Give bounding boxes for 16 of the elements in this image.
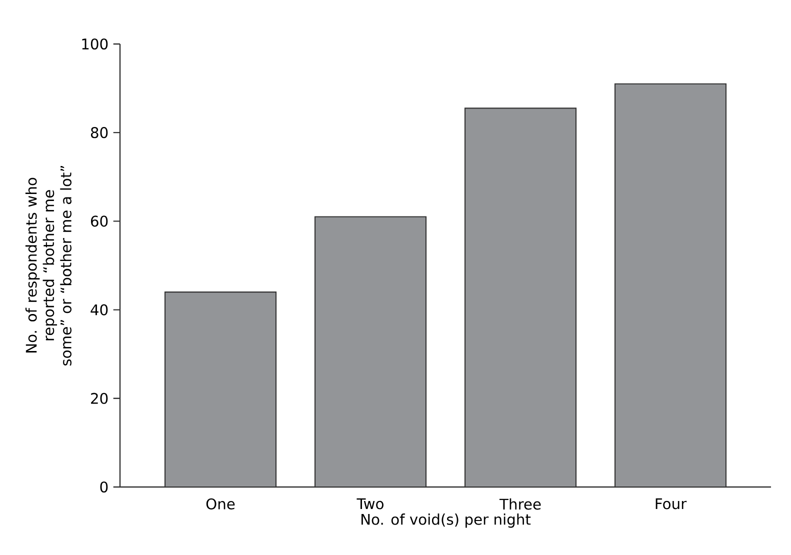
x-axis-title: No. of void(s) per night — [362, 514, 531, 528]
y-tick-label: 40 — [90, 304, 108, 316]
y-tick-label: 0 — [100, 481, 108, 493]
y-tick-label: 100 — [82, 38, 108, 50]
x-tick-label: Four — [656, 498, 687, 510]
bar — [164, 292, 277, 487]
y-tick-label: 60 — [90, 216, 108, 227]
x-tick-label: One — [206, 498, 235, 510]
y-axis-title: No. of respondents who reported “bother me some” or “bother me a lot” — [25, 166, 72, 366]
x-tick-label: Two — [356, 498, 384, 510]
y-tick-label: 20 — [91, 392, 108, 404]
bar — [614, 83, 727, 487]
bar — [464, 108, 577, 487]
bar — [314, 216, 427, 487]
y-tick-label: 80 — [90, 127, 108, 138]
x-tick-label: Three — [499, 498, 541, 510]
